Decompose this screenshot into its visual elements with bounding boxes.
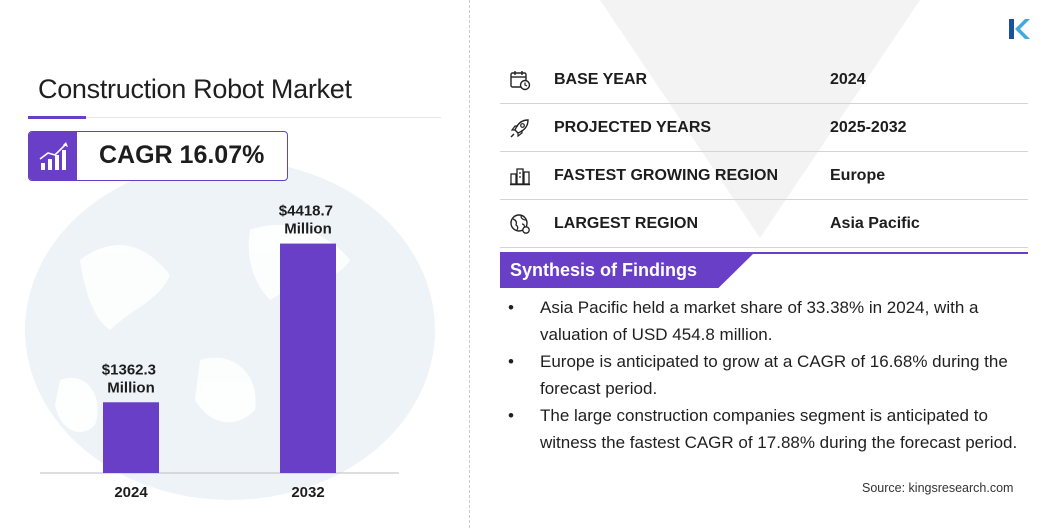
info-value: 2025-2032	[830, 119, 907, 136]
background-triangle	[600, 0, 920, 238]
cagr-value: CAGR 16.07%	[99, 141, 265, 169]
bar-2024	[103, 402, 159, 473]
findings-list: • Asia Pacific held a market share of 33…	[508, 294, 1023, 456]
bullet: •	[508, 352, 514, 371]
finding-item: • Asia Pacific held a market share of 33…	[508, 294, 1023, 348]
info-label: BASE YEAR	[554, 71, 648, 88]
finding-text: Asia Pacific held a market share of 33.3…	[540, 298, 979, 344]
synthesis-title: Synthesis of Findings	[510, 260, 698, 280]
info-row-base-year: BASE YEAR 2024	[500, 56, 1028, 104]
info-value: 2024	[830, 71, 866, 88]
globe-icon	[510, 214, 530, 234]
info-row-largest-region: LARGEST REGION Asia Pacific	[500, 200, 1028, 248]
kingsresearch-logo-icon	[1009, 19, 1030, 39]
bar-2032-value-label: $4418.7 Million	[279, 203, 337, 238]
synthesis-rule	[500, 252, 1028, 254]
finding-item: • The large construction companies segme…	[508, 402, 1023, 456]
info-value: Asia Pacific	[830, 215, 920, 232]
finding-item: • Europe is anticipated to grow at a CAG…	[508, 348, 1023, 402]
bullet: •	[508, 406, 514, 425]
city-icon	[510, 168, 530, 186]
bar-2032-value-unit: Million	[284, 221, 332, 238]
x-tick-2032: 2032	[291, 484, 324, 501]
finding-text: Europe is anticipated to grow at a CAGR …	[540, 352, 1008, 398]
info-label: LARGEST REGION	[554, 215, 699, 232]
cagr-icon-background	[29, 132, 77, 180]
vertical-divider	[469, 0, 470, 528]
x-tick-2024: 2024	[114, 484, 148, 501]
bar-2024-value-label: $1362.3 Million	[102, 361, 160, 396]
market-size-bar-chart: $1362.3 Million $4418.7 Million 2024 203…	[40, 203, 399, 501]
bar-2032	[280, 243, 336, 473]
bar-2024-value-amount: $1362.3	[102, 361, 156, 378]
finding-text: The large construction companies segment…	[540, 406, 1018, 452]
cagr-badge: CAGR 16.07%	[28, 131, 288, 181]
source-note: Source: kingsresearch.com	[862, 481, 1014, 495]
bullet: •	[508, 298, 514, 317]
synthesis-banner: Synthesis of Findings	[500, 253, 754, 288]
bar-2024-value-unit: Million	[107, 379, 155, 396]
info-label: FASTEST GROWING REGION	[554, 167, 779, 184]
title-underline	[28, 117, 441, 118]
info-label: PROJECTED YEARS	[554, 119, 712, 136]
title-underline-accent	[28, 116, 86, 119]
page-title: Construction Robot Market	[38, 74, 352, 104]
calendar-icon	[510, 71, 531, 91]
bar-2032-value-amount: $4418.7	[279, 203, 333, 220]
growth-chart-icon	[39, 142, 68, 170]
info-value: Europe	[830, 167, 886, 184]
rocket-icon	[510, 119, 529, 138]
info-row-fastest-region: FASTEST GROWING REGION Europe	[500, 152, 1028, 200]
info-row-projected-years: PROJECTED YEARS 2025-2032	[500, 104, 1028, 152]
